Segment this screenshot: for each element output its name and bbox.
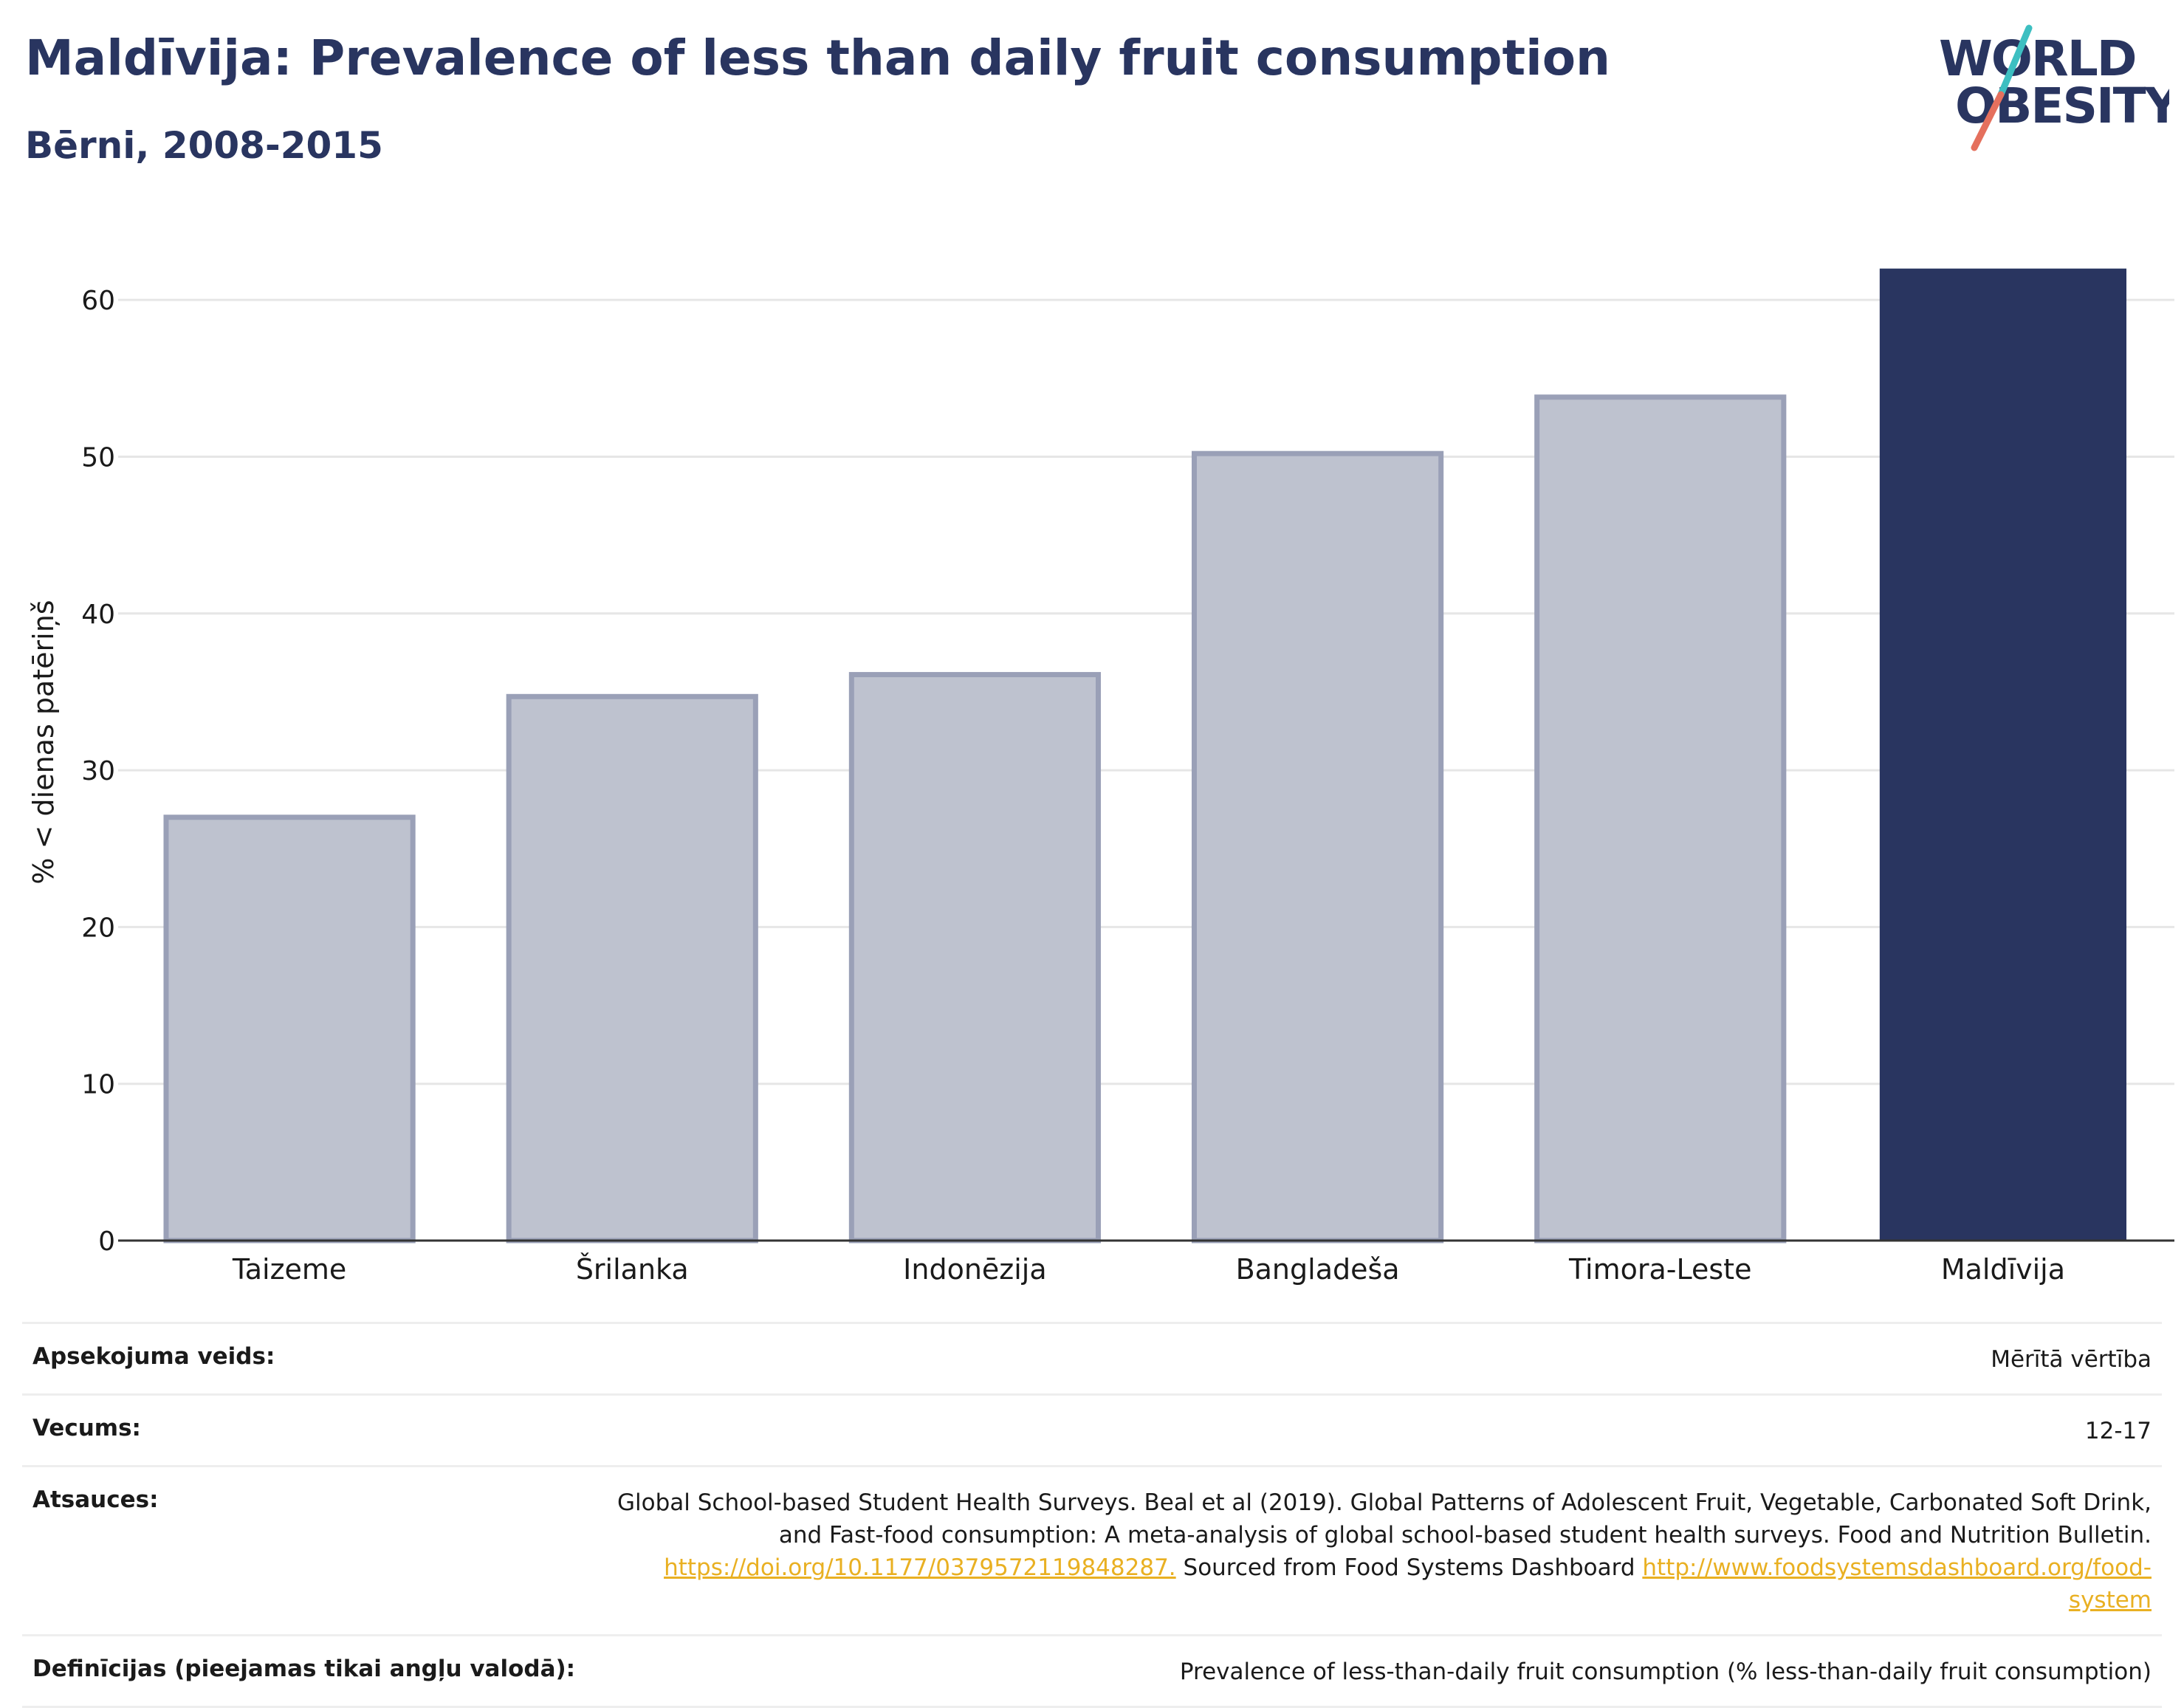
- bar-timora-leste: [1534, 394, 1787, 1244]
- meta-row-age: Vecums: 12-17: [22, 1393, 2162, 1465]
- bar-indon-zija: [848, 672, 1102, 1244]
- y-tick-label: 40: [81, 600, 115, 630]
- food-systems-link[interactable]: http://www.foodsystemsdashboard.org/food…: [1642, 1554, 2152, 1613]
- y-tick-label: 0: [98, 1227, 115, 1257]
- age-label: Vecums:: [32, 1415, 141, 1441]
- y-axis-label: % < dienas patēriņš: [27, 600, 60, 884]
- references-text-1: Global School-based Student Health Surve…: [617, 1489, 2152, 1548]
- meta-row-survey: Apsekojuma veids: Mērītā vērtība: [22, 1322, 2162, 1393]
- x-tick-label: Šrilanka: [576, 1253, 689, 1286]
- references-label: Atsauces:: [32, 1486, 159, 1513]
- logo-slash-top: [1997, 24, 2033, 98]
- x-tick-label: Timora-Leste: [1568, 1253, 1751, 1286]
- x-tick-label: Bangladeša: [1236, 1253, 1400, 1286]
- bar-taizeme: [163, 814, 416, 1244]
- references-value: Global School-based Student Health Surve…: [586, 1486, 2152, 1616]
- bar-chart: 0 10 20 30 40 50 60 Taizeme Šrilanka Indonēzija B…: [27, 268, 2174, 1286]
- x-tick-label: Indonēzija: [903, 1253, 1046, 1286]
- survey-type-label: Apsekojuma veids:: [32, 1343, 275, 1370]
- age-value: 12-17: [2084, 1418, 2152, 1444]
- references-text-2: Sourced from Food Systems Dashboard: [1183, 1554, 1635, 1581]
- meta-row-refs: Atsauces: Global School-based Student He…: [22, 1465, 2162, 1634]
- world-obesity-logo: WORLD OBESITY: [1933, 24, 2183, 157]
- doi-link[interactable]: https://doi.org/10.1177/0379572119848287…: [664, 1554, 1176, 1581]
- logo-line-1: WORLD: [1939, 30, 2136, 87]
- y-tick-label: 60: [81, 286, 115, 316]
- x-tick-label: Maldīvija: [1941, 1253, 2065, 1286]
- logo-slash-bottom: [1971, 91, 2005, 151]
- bar--rilanka: [506, 693, 758, 1244]
- y-tick-label: 30: [81, 756, 115, 786]
- definition-value: Prevalence of less-than-daily fruit cons…: [1179, 1659, 2152, 1685]
- definition-label: Definīcijas (pieejamas tikai angļu valod…: [32, 1656, 576, 1682]
- metadata-table: Apsekojuma veids: Mērītā vērtība Vecums:…: [22, 1322, 2162, 1708]
- meta-row-definition: Definīcijas (pieejamas tikai angļu valod…: [22, 1634, 2162, 1708]
- y-tick-label: 10: [81, 1070, 115, 1100]
- chart-subtitle: Bērni, 2008-2015: [25, 124, 383, 167]
- y-tick-label: 50: [81, 442, 115, 473]
- y-tick-label: 20: [81, 913, 115, 943]
- x-tick-label: Taizeme: [232, 1253, 347, 1286]
- survey-type-value: Mērītā vērtība: [1991, 1346, 2152, 1373]
- bar-banglade-a: [1191, 450, 1444, 1244]
- chart-title: Maldīvija: Prevalence of less than daily…: [25, 30, 1611, 86]
- bar-mald-vija: [1879, 268, 2127, 1241]
